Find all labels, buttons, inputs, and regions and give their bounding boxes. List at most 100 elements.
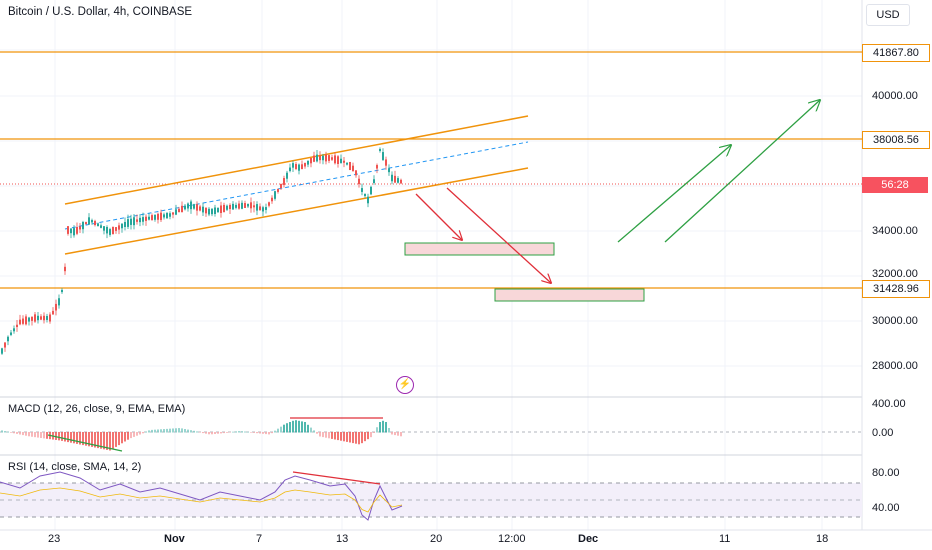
candle-body xyxy=(373,179,375,184)
candle-body xyxy=(7,336,9,342)
macd-bar xyxy=(151,429,153,433)
macd-bar xyxy=(298,420,300,433)
candle-body xyxy=(376,165,378,169)
macd-divergence-bottom[interactable] xyxy=(47,434,123,452)
price-label-34000: 34000.00 xyxy=(872,225,918,237)
macd-bar xyxy=(184,429,186,433)
candle-body xyxy=(130,218,132,225)
channel-mid[interactable] xyxy=(64,141,529,230)
macd-bar xyxy=(229,432,231,433)
candle-body xyxy=(325,154,327,162)
support-price-tag: 31428.96 xyxy=(862,280,930,298)
macd-bar xyxy=(34,432,36,438)
candle-body xyxy=(238,203,240,209)
candle-body xyxy=(367,196,369,204)
macd-bar xyxy=(289,422,291,433)
up-arrow-1[interactable] xyxy=(617,145,731,243)
macd-bar xyxy=(253,432,255,433)
candle-body xyxy=(277,189,279,192)
lightning-icon[interactable]: ⚡ xyxy=(396,376,414,394)
target-box-1[interactable] xyxy=(404,242,555,256)
macd-bar xyxy=(58,432,60,441)
candle-body xyxy=(283,178,285,185)
down-arrow-1[interactable] xyxy=(415,193,462,240)
macd-bar xyxy=(265,432,267,435)
macd-bar xyxy=(202,432,204,434)
macd-bar xyxy=(382,420,384,433)
candle-body xyxy=(148,216,150,220)
macd-bar xyxy=(391,432,393,435)
candle-body xyxy=(274,191,276,199)
rsi-divergence[interactable] xyxy=(292,471,381,485)
candle-body xyxy=(256,204,258,211)
candle-body xyxy=(385,159,387,166)
time-label-dec: Dec xyxy=(578,533,599,545)
rsi-axis-80: 80.00 xyxy=(872,467,900,479)
candle-body xyxy=(25,316,27,325)
macd-bar xyxy=(325,432,327,438)
down-arrow-2[interactable] xyxy=(446,187,551,283)
macd-bar xyxy=(82,432,84,446)
macd-bar xyxy=(64,432,66,442)
macd-bar xyxy=(181,428,183,433)
macd-bar xyxy=(178,428,180,433)
candle-body xyxy=(265,207,267,210)
macd-bar xyxy=(376,427,378,433)
macd-bar xyxy=(349,432,351,443)
candle-body xyxy=(370,186,372,195)
candle-body xyxy=(151,215,153,221)
candle-body xyxy=(115,227,117,231)
candle-body xyxy=(106,226,108,234)
macd-bar xyxy=(79,432,81,445)
macd-bar xyxy=(346,432,348,442)
candle-body xyxy=(112,226,114,235)
candle-body xyxy=(121,223,123,229)
candle-body xyxy=(70,228,72,234)
rsi-label[interactable]: RSI (14, close, SMA, 14, 2) xyxy=(8,461,142,473)
macd-bar xyxy=(160,429,162,433)
macd-bar xyxy=(337,432,339,441)
candle-body xyxy=(145,216,147,221)
candle-body xyxy=(64,266,66,272)
candle-body xyxy=(37,315,39,321)
macd-bar xyxy=(139,432,141,435)
macd-bar xyxy=(331,432,333,439)
candle-body xyxy=(76,227,78,234)
candle-body xyxy=(19,319,21,325)
up-arrow-2[interactable] xyxy=(664,100,820,243)
macd-bar xyxy=(262,432,264,434)
macd-label[interactable]: MACD (12, 26, close, 9, EMA, EMA) xyxy=(8,403,186,415)
macd-bar xyxy=(220,432,222,434)
candle-body xyxy=(340,158,342,164)
candle-body xyxy=(10,332,12,335)
candle-body xyxy=(52,310,54,315)
macd-bar xyxy=(361,432,363,444)
rsi-line xyxy=(0,471,403,521)
candle-body xyxy=(184,205,186,210)
macd-histogram xyxy=(1,420,402,451)
candle-body xyxy=(322,155,324,161)
macd-bar xyxy=(379,422,381,433)
channel-lower[interactable] xyxy=(64,167,529,255)
macd-bar xyxy=(241,431,243,433)
candle-body xyxy=(91,220,93,223)
target-box-2[interactable] xyxy=(494,288,645,302)
macd-bar xyxy=(256,432,258,434)
macd-bar xyxy=(61,432,63,441)
candle-body xyxy=(94,220,96,226)
macd-bar xyxy=(355,432,357,444)
macd-bar xyxy=(223,432,225,434)
candle-body xyxy=(361,188,363,192)
macd-bar xyxy=(358,432,360,445)
macd-bar xyxy=(40,432,42,438)
macd-bar xyxy=(97,432,99,449)
currency-button[interactable]: USD xyxy=(866,4,910,26)
candle-body xyxy=(61,289,63,293)
candle-body xyxy=(352,165,354,172)
price-label-40000: 40000.00 xyxy=(872,90,918,102)
channel-upper[interactable] xyxy=(64,115,529,205)
macd-bar xyxy=(16,432,18,434)
candle-body xyxy=(229,204,231,210)
macd-bar xyxy=(70,432,72,443)
